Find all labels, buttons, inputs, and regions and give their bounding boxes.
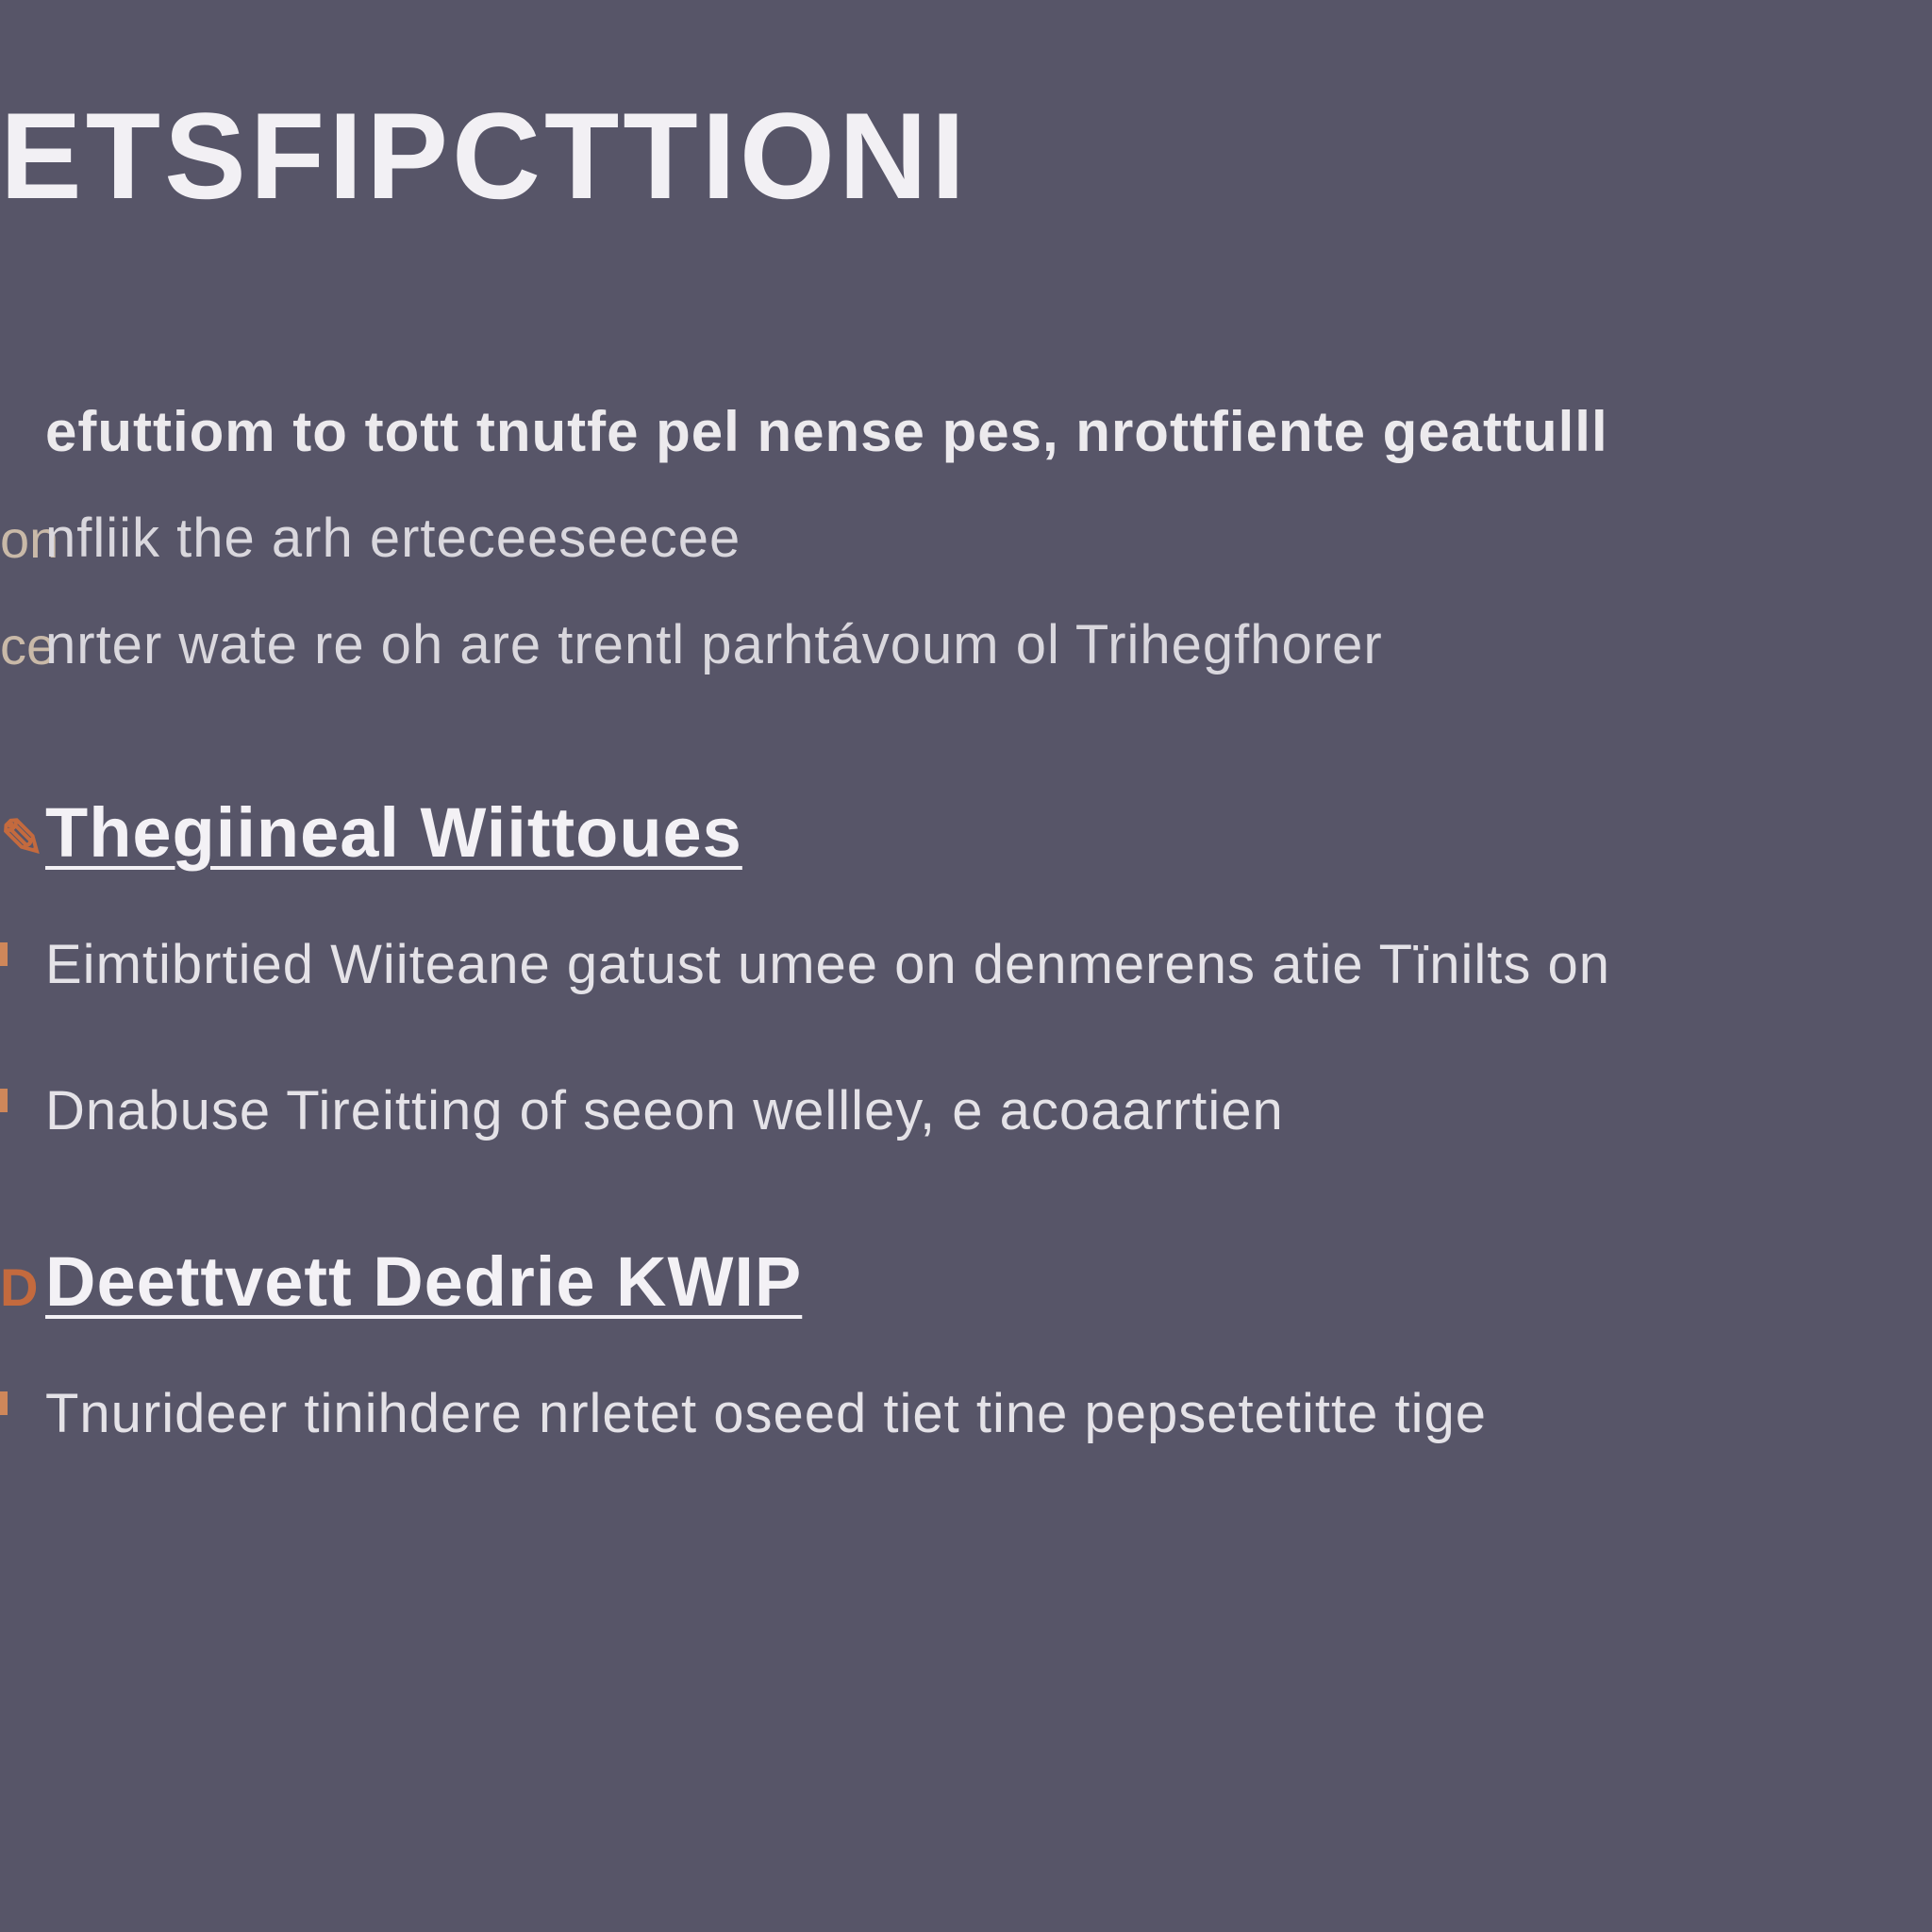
- intro-line-2: on nfliik the arh erteceeseecee: [0, 505, 1932, 574]
- section-1-head: ✎ Thegiineal Wiittoues: [0, 792, 1932, 873]
- section-2-heading: Deettvett Dedrie KWIP: [45, 1241, 802, 1322]
- section-1-bullet-1: Eimtibrtied Wiiteane gatust umee on denm…: [0, 929, 1932, 1000]
- bullet-icon: [0, 929, 45, 963]
- section-2: D Deettvett Dedrie KWIP Tnurideer tinihd…: [0, 1241, 1932, 1449]
- intro-prefix-3: ce: [0, 611, 45, 676]
- section-1-bullet-1-text: Eimtibrtied Wiiteane gatust umee on denm…: [45, 929, 1610, 1000]
- intro-text-1: efuttiom to tott tnutfe pel nense pes, n…: [45, 396, 1608, 467]
- section-1-bullet-2: Dnabuse Tireitting of seeon wellley, e a…: [0, 1075, 1932, 1146]
- section-2-bullet-1-text: Tnurideer tinihdere nrletet oseed tiet t…: [45, 1378, 1487, 1449]
- section-2-bullet-1: Tnurideer tinihdere nrletet oseed tiet t…: [0, 1378, 1932, 1449]
- bullet-icon: [0, 1075, 45, 1109]
- section-1-heading: Thegiineal Wiittoues: [45, 792, 742, 873]
- intro-line-3: ce nrter wate re oh are trentl parhtávou…: [0, 611, 1932, 680]
- intro-line-1: efuttiom to tott tnutfe pel nense pes, n…: [0, 396, 1932, 467]
- section-1-bullet-2-text: Dnabuse Tireitting of seeon wellley, e a…: [45, 1075, 1284, 1146]
- section-2-marker-icon: D: [0, 1257, 45, 1318]
- bullet-icon: [0, 1378, 45, 1412]
- intro-prefix-1: [0, 396, 45, 400]
- section-2-head: D Deettvett Dedrie KWIP: [0, 1241, 1932, 1322]
- section-1-marker-icon: ✎: [0, 808, 45, 870]
- slide-title: ETSFIPCTTIONI: [0, 85, 1932, 226]
- section-1: ✎ Thegiineal Wiittoues Eimtibrtied Wiite…: [0, 792, 1932, 1147]
- intro-text-3: nrter wate re oh are trentl parhtávoum o…: [45, 611, 1383, 680]
- intro-prefix-2: on: [0, 505, 45, 570]
- slide: ETSFIPCTTIONI efuttiom to tott tnutfe pe…: [0, 0, 1932, 1932]
- intro-text-2: nfliik the arh erteceeseecee: [45, 505, 741, 574]
